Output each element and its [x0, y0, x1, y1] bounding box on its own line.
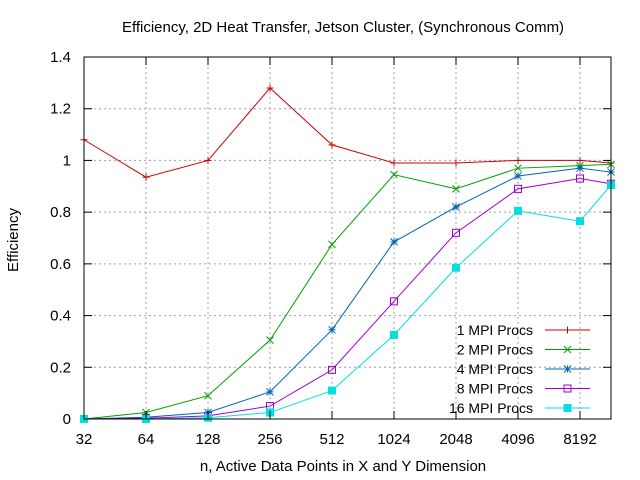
y-tick-label: 1.4	[50, 49, 71, 66]
series-3	[80, 164, 615, 423]
legend-entry: 4 MPI Procs	[457, 361, 590, 377]
data-point	[452, 159, 460, 167]
chart-title: Efficiency, 2D Heat Transfer, Jetson Clu…	[122, 19, 564, 36]
series-2	[80, 160, 615, 423]
data-point	[563, 384, 572, 393]
data-point	[514, 164, 522, 173]
x-tick-label: 4096	[501, 431, 534, 448]
data-point	[514, 184, 523, 193]
data-point	[390, 170, 398, 179]
axis-ticks: 0 0.2 0.4 0.6 0.8 1 1.2 1.4 32 64 128 256 512 1024 204…	[50, 49, 611, 448]
legend-label: 8 MPI Procs	[457, 381, 533, 397]
data-point	[452, 185, 460, 193]
data-point	[390, 330, 399, 339]
x-axis-label: n, Active Data Points in X and Y Dimensi…	[200, 458, 486, 475]
legend-entry: 8 MPI Procs	[457, 381, 590, 397]
data-point	[204, 156, 212, 164]
series-5	[80, 180, 615, 423]
data-point	[142, 173, 150, 181]
y-tick-label: 0.8	[50, 204, 71, 221]
data-point	[514, 156, 522, 164]
data-point	[266, 387, 274, 396]
data-point	[328, 141, 336, 149]
y-tick-label: 0.6	[50, 256, 71, 273]
series-line	[83, 87, 612, 178]
data-point	[563, 404, 572, 412]
data-point	[452, 203, 460, 211]
data-point	[576, 217, 585, 226]
legend-entry: 2 MPI Procs	[457, 342, 590, 358]
x-tick-label: 32	[76, 431, 93, 448]
plot-series	[80, 84, 615, 423]
x-tick-label: 256	[257, 431, 282, 448]
data-point	[328, 365, 337, 374]
data-point	[563, 345, 572, 354]
x-tick-label: 64	[138, 431, 155, 448]
data-point	[514, 206, 523, 215]
data-point	[390, 297, 399, 306]
x-tick-label: 2048	[439, 431, 472, 448]
data-point	[266, 84, 274, 92]
legend-entry: 1 MPI Procs	[457, 322, 590, 338]
data-point	[328, 325, 336, 334]
y-tick-label: 0.4	[50, 308, 71, 325]
data-point	[576, 156, 584, 164]
legend-entry: 16 MPI Procs	[449, 400, 590, 416]
x-tick-label: 1024	[377, 431, 410, 448]
data-point	[564, 326, 571, 334]
x-tick-label: 8192	[563, 431, 596, 448]
data-point	[576, 164, 584, 173]
y-tick-label: 0.2	[50, 359, 71, 376]
series-line	[83, 178, 612, 420]
data-point	[204, 391, 212, 400]
y-tick-label: 1.2	[50, 101, 71, 118]
series-line	[83, 163, 612, 420]
data-point	[452, 263, 461, 272]
data-point	[328, 240, 336, 249]
x-tick-label: 512	[319, 431, 344, 448]
series-1	[80, 84, 615, 181]
data-point	[266, 336, 274, 344]
data-point	[576, 174, 585, 183]
legend-label: 1 MPI Procs	[457, 322, 533, 338]
y-axis-label: Efficiency	[5, 208, 22, 272]
data-point	[452, 228, 461, 237]
legend-label: 4 MPI Procs	[457, 361, 533, 377]
legend-label: 16 MPI Procs	[449, 400, 533, 416]
y-tick-label: 1	[63, 152, 71, 169]
data-point	[390, 159, 398, 167]
grid	[84, 57, 611, 419]
plot-border	[83, 56, 612, 420]
legend: 1 MPI Procs 2 MPI Procs 4 MPI Procs 8 MPI P…	[449, 322, 590, 416]
y-tick-label: 0	[63, 411, 71, 428]
legend-label: 2 MPI Procs	[457, 342, 533, 358]
x-tick-label: 128	[195, 431, 220, 448]
data-point	[390, 238, 398, 246]
data-point	[514, 172, 522, 180]
data-point	[563, 365, 572, 373]
series-line	[84, 184, 612, 420]
series-line	[83, 167, 612, 420]
data-point	[328, 386, 337, 395]
